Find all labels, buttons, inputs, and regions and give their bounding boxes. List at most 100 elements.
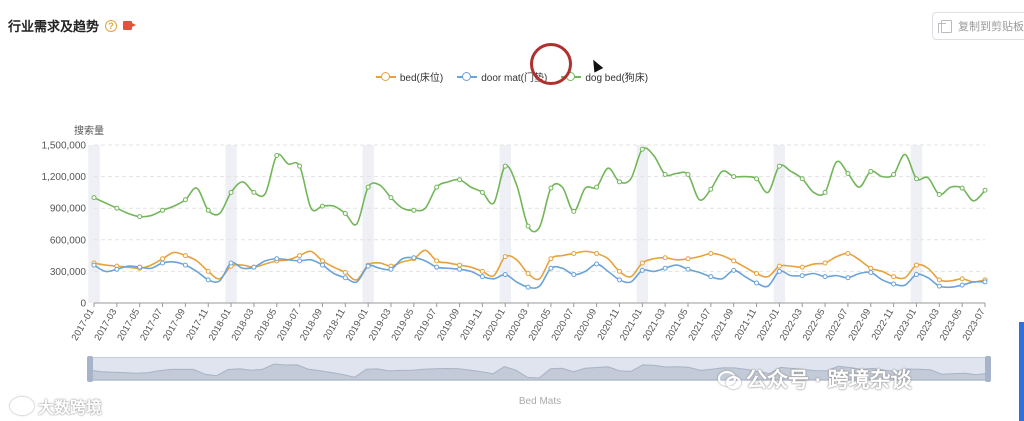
header: 行业需求及趋势 ?	[8, 16, 137, 35]
data-point	[639, 260, 645, 266]
data-point	[982, 279, 988, 285]
data-point	[845, 170, 851, 176]
watermark-wechat: 公众号 · 跨境杂谈	[718, 364, 912, 394]
copy-to-clipboard-button[interactable]: 复制到剪贴板	[932, 12, 1024, 40]
y-tick-label: 0	[80, 299, 86, 310]
highlight-band	[499, 145, 511, 303]
help-icon[interactable]: ?	[105, 19, 118, 32]
highlight-band	[910, 145, 923, 303]
data-point	[297, 163, 303, 169]
data-point	[616, 268, 622, 274]
data-point	[936, 277, 942, 283]
data-point	[274, 256, 280, 262]
data-point	[388, 266, 394, 272]
data-point	[137, 214, 143, 220]
series-line-0	[93, 249, 986, 283]
data-point	[616, 277, 622, 283]
data-point	[457, 266, 463, 272]
watermark-right-text: 公众号 · 跨境杂谈	[746, 369, 912, 392]
data-point	[205, 207, 211, 213]
wechat-icon	[718, 371, 741, 389]
legend-label: dog bed(狗床)	[585, 73, 649, 84]
y-tick-label: 300,000	[50, 267, 87, 278]
data-point	[502, 163, 508, 169]
data-point	[548, 185, 554, 191]
data-point	[891, 171, 897, 177]
data-point	[548, 256, 554, 262]
side-tab[interactable]	[1019, 322, 1024, 421]
data-point	[228, 260, 234, 266]
y-tick-label: 1,500,000	[42, 141, 87, 152]
data-point	[708, 250, 714, 256]
data-point	[662, 255, 668, 261]
data-point	[708, 274, 714, 280]
data-point	[251, 189, 257, 195]
watermark-left-text: 大数跨境	[38, 400, 103, 417]
data-point	[502, 272, 508, 278]
data-point	[662, 171, 668, 177]
data-point	[799, 264, 805, 270]
data-point	[936, 192, 942, 198]
data-point	[822, 260, 828, 266]
data-point	[685, 171, 691, 177]
data-point	[754, 271, 760, 277]
legend-item-door-mat[interactable]: door mat(门垫)	[457, 69, 547, 84]
data-point	[868, 265, 874, 271]
legend-label: bed(床位)	[399, 73, 444, 84]
data-point	[731, 267, 737, 273]
data-point	[205, 268, 211, 274]
data-point	[114, 266, 120, 272]
data-point	[525, 271, 531, 277]
data-point	[297, 258, 303, 264]
data-point	[251, 264, 257, 270]
x-tick-label: 2023-07	[961, 307, 988, 343]
data-point	[822, 274, 828, 280]
data-point	[594, 250, 600, 256]
slider-handle-right[interactable]	[985, 356, 991, 382]
data-point	[959, 276, 965, 282]
data-point	[297, 253, 303, 259]
data-point	[776, 263, 782, 269]
slider-area	[89, 363, 989, 381]
data-point	[434, 264, 440, 270]
data-point	[274, 153, 280, 159]
data-point	[434, 184, 440, 190]
data-point	[160, 207, 166, 213]
data-point	[685, 256, 691, 262]
y-axis-label: 搜索量	[74, 126, 104, 137]
data-point	[891, 274, 897, 280]
data-point	[913, 176, 919, 182]
legend-item-bed[interactable]: bed(床位)	[375, 69, 444, 84]
data-point	[868, 168, 874, 174]
data-point	[776, 268, 782, 274]
data-point	[571, 208, 577, 214]
data-point	[411, 255, 417, 261]
data-point	[959, 185, 965, 191]
zoom-slider[interactable]	[87, 356, 991, 382]
copy-icon	[938, 19, 952, 33]
video-icon[interactable]	[123, 21, 137, 30]
data-point	[571, 272, 577, 278]
data-point	[754, 176, 760, 182]
data-point	[457, 262, 463, 268]
logo-icon	[10, 397, 34, 415]
slider-handle-left[interactable]	[87, 356, 93, 382]
data-point	[959, 282, 965, 288]
data-point	[342, 275, 348, 281]
data-point	[114, 205, 120, 211]
data-point	[731, 258, 737, 264]
data-point	[91, 195, 97, 201]
highlight-band	[88, 145, 100, 303]
data-point	[594, 261, 600, 267]
data-point	[182, 197, 188, 203]
data-point	[342, 210, 348, 216]
data-point	[868, 269, 874, 275]
slider-caption: Bed Mats	[518, 396, 562, 407]
data-point	[639, 146, 645, 152]
data-point	[845, 275, 851, 281]
highlight-band	[636, 145, 649, 303]
legend-marker-icon	[375, 71, 396, 82]
data-point	[754, 280, 760, 286]
page-title: 行业需求及趋势	[8, 19, 100, 34]
highlight-band	[773, 145, 786, 303]
